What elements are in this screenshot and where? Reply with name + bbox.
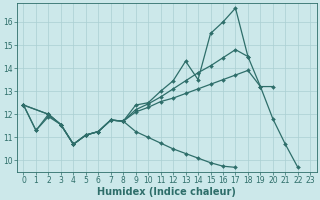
- X-axis label: Humidex (Indice chaleur): Humidex (Indice chaleur): [98, 187, 236, 197]
